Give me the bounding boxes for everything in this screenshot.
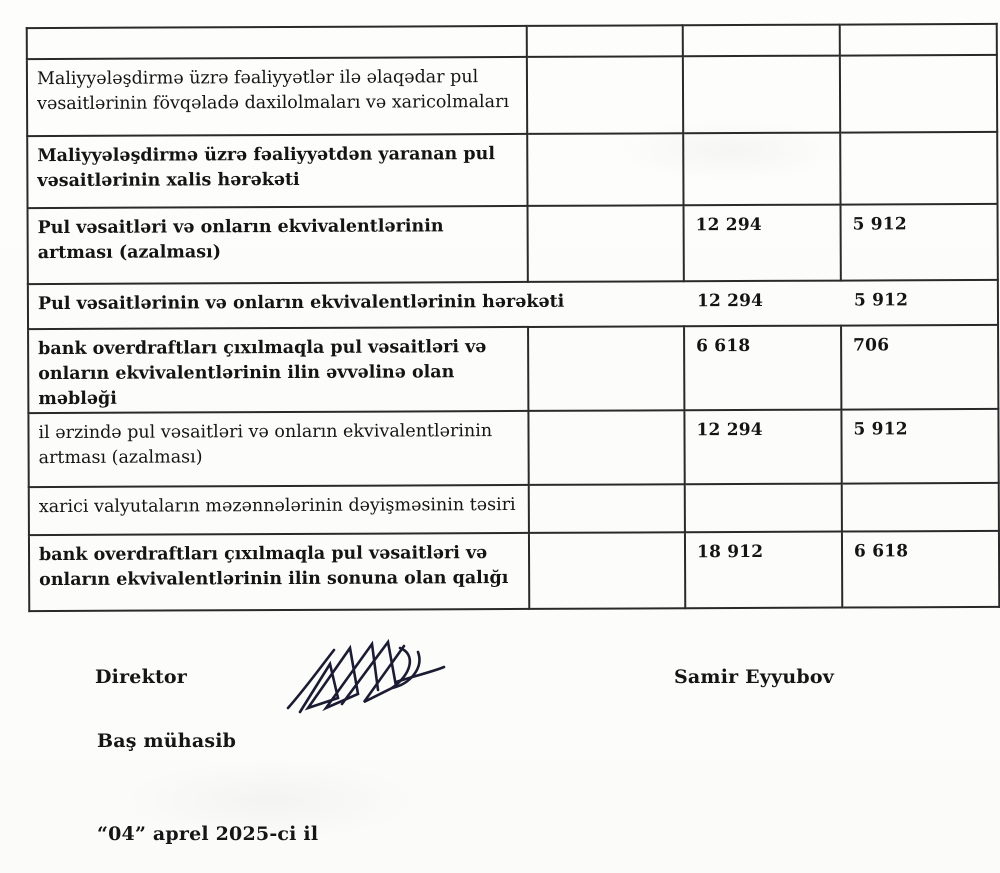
notes-cell (526, 56, 684, 134)
table-row: xarici valyutaların məzənnələrinin dəyiş… (28, 482, 999, 536)
value-current-period: 12 294 (684, 409, 842, 485)
signature-icon (286, 638, 446, 714)
value-current-period: 12 294 (696, 290, 764, 312)
cash-flow-table: Maliyyələşdirmə üzrə fəaliyyətlər ilə əl… (26, 23, 1000, 612)
merged-total-cell: Pul vəsaitlərinin və onların ekvivalentl… (27, 279, 999, 330)
value-previous-period: 5 912 (853, 290, 909, 311)
row-label: bank overdraftları çıxılmaqla pul vəsait… (28, 326, 529, 414)
chief-accountant-label: Baş mühasib (97, 730, 237, 752)
row-label: Maliyyələşdirmə üzrə fəaliyyətdən yarana… (27, 133, 528, 209)
row-label: bank overdraftları çıxılmaqla pul vəsait… (28, 532, 530, 612)
notes-cell (526, 25, 683, 57)
notes-cell (528, 326, 685, 411)
director-label: Direktor (95, 666, 188, 688)
row-label: Pul vəsaitləri və onların ekvivalentləri… (27, 205, 528, 285)
row-label: Pul vəsaitlərinin və onların ekvivalentl… (37, 291, 565, 315)
value-current-period (682, 55, 841, 134)
value-current-period (683, 132, 841, 206)
table-row: Maliyyələşdirmə üzrə fəaliyyətdən yarana… (27, 131, 998, 209)
value-previous-period (839, 54, 998, 133)
table-row: Pul vəsaitləri və onların ekvivalentləri… (27, 203, 998, 285)
row-label (26, 25, 527, 60)
value-previous-period: 5 912 (841, 408, 999, 484)
notes-cell (528, 410, 685, 485)
notes-cell (527, 133, 684, 206)
value-previous-period (839, 23, 997, 56)
row-label: il ərzində pul vəsaitləri və onların ekv… (28, 410, 529, 488)
value-current-period: 12 294 (683, 204, 841, 282)
notes-cell (528, 484, 685, 533)
director-name: Samir Eyyubov (674, 666, 834, 688)
table-row: Maliyyələşdirmə üzrə fəaliyyətlər ilə əl… (26, 54, 998, 137)
value-previous-period: 5 912 (840, 203, 998, 281)
table-row (26, 23, 997, 60)
value-current-period: 6 618 (684, 325, 842, 411)
table-row-merged: Pul vəsaitlərinin və onların ekvivalentl… (27, 279, 999, 330)
value-current-period (684, 483, 842, 533)
value-previous-period: 6 618 (841, 530, 1000, 608)
table-row: il ərzində pul vəsaitləri və onların ekv… (28, 408, 999, 488)
notes-cell (527, 205, 684, 282)
row-label: xarici valyutaların məzənnələrinin dəyiş… (28, 484, 529, 536)
value-current-period: 18 912 (684, 531, 843, 609)
value-previous-period (840, 131, 998, 205)
value-current-period (682, 24, 840, 57)
value-previous-period (841, 482, 999, 532)
value-previous-period: 706 (841, 324, 999, 410)
date-line: “04” aprel 2025-ci il (97, 823, 319, 845)
row-label: Maliyyələşdirmə üzrə fəaliyyətlər ilə əl… (26, 56, 528, 137)
table-row: bank overdraftları çıxılmaqla pul vəsait… (28, 530, 1000, 612)
table-row: bank overdraftları çıxılmaqla pul vəsait… (28, 324, 999, 414)
notes-cell (528, 532, 686, 609)
